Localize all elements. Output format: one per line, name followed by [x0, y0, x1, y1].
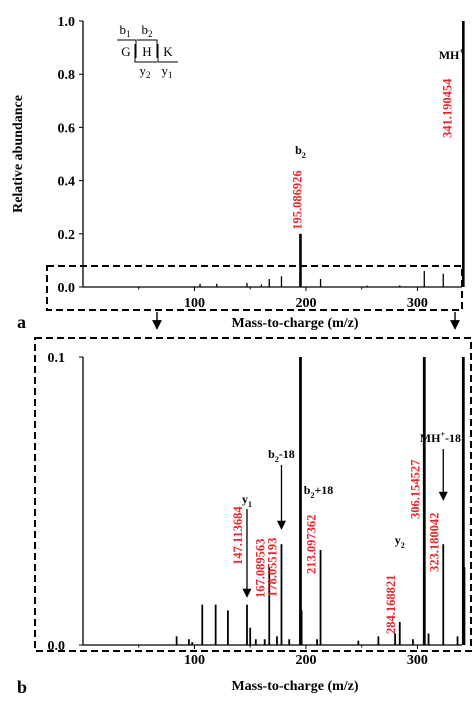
- y-tick-label-b: 0.1: [48, 351, 66, 366]
- seq-y-label: y1: [162, 63, 173, 80]
- ion-label-a: b2: [295, 143, 306, 160]
- y2-bracket: [134, 44, 157, 63]
- y-tick-label-a: 0.2: [58, 228, 76, 243]
- xlabel-b: Mass-to-charge (m/z): [231, 679, 358, 694]
- ion-label-b-sub: 2: [401, 541, 405, 550]
- y-tick-label-a: 0.8: [58, 68, 76, 83]
- b2-bracket: [137, 39, 158, 58]
- mz-label-b: 306.154527: [408, 460, 422, 519]
- panel-label-b: b: [17, 677, 27, 697]
- mz-label-b: 323.180042: [427, 513, 441, 572]
- mz-label-b: 213.097362: [305, 515, 319, 574]
- x-tick-label-a: 200: [295, 296, 316, 311]
- x-tick-label-a: 100: [184, 296, 205, 311]
- y-tick-label-b: 0.0: [48, 639, 66, 654]
- residue-G: G: [121, 44, 130, 59]
- ion-label-a-base: b: [295, 143, 302, 157]
- seq-b-label: b2: [142, 22, 153, 39]
- seq-y-base: y: [162, 63, 169, 78]
- ion-label-b-base: y: [395, 533, 401, 547]
- ion-label-b: y1: [242, 492, 252, 509]
- seq-b-label: b1: [120, 22, 131, 39]
- ion-label-b-base: b: [268, 447, 275, 461]
- panel-b: 0.0 0.1 100 200 300 Mass-to-charge (m/z) b 147.…: [17, 351, 466, 697]
- ion-label-a-sub: 2: [302, 151, 306, 160]
- y1-bracket: [157, 44, 178, 63]
- mz-label-b: 167.089563: [253, 539, 267, 598]
- xlabel-a: Mass-to-charge (m/z): [231, 316, 358, 331]
- x-tick-label-a: 300: [407, 296, 428, 311]
- ion-label-b: b2-18: [268, 447, 295, 464]
- ion-label-b-sub: 2: [310, 491, 314, 500]
- seq-b-base: b: [120, 22, 127, 37]
- ion-label-b-base: b: [304, 483, 311, 497]
- ion-label-b-base: MH: [420, 431, 441, 445]
- mz-label-a: 195.086926: [290, 170, 304, 229]
- residue-K: K: [163, 44, 173, 59]
- zoom-panel-box: [34, 337, 472, 652]
- seq-b-sub: 1: [126, 29, 131, 39]
- ion-label-b-suffix: +18: [314, 483, 333, 497]
- x-tick-label-b: 200: [295, 653, 316, 668]
- ion-label-b: MH+-18: [420, 430, 461, 445]
- x-tick-label-b: 100: [184, 653, 205, 668]
- y-tick-label-a: 0.6: [58, 121, 76, 136]
- panel-a: 0.0 0.2 0.4 0.6 0.8 1.0 100 200 300 Relative abun…: [11, 15, 465, 332]
- ion-label-b: b2+18: [304, 483, 334, 500]
- panel-label-a: a: [17, 312, 26, 332]
- seq-y-base: y: [140, 63, 147, 78]
- ion-label-b-base: y: [242, 492, 248, 506]
- y-tick-label-a: 1.0: [58, 15, 76, 30]
- x-tick-label-b: 300: [407, 653, 428, 668]
- ion-label-b-sub: 1: [248, 500, 252, 509]
- seq-y-sub: 2: [146, 70, 151, 80]
- ion-label-b-suffix: -18: [279, 447, 295, 461]
- mz-label-a: 341.190454: [440, 78, 454, 138]
- mz-label-b: 147.113684: [231, 506, 245, 565]
- ion-label-b-sub: 2: [275, 455, 279, 464]
- mz-label-b: 284.168821: [384, 575, 398, 634]
- y-tick-label-a: 0.0: [58, 281, 76, 296]
- ion-label-b: y2: [395, 533, 405, 550]
- zoom-connectors: [34, 265, 472, 652]
- ion-label-a-base: MH: [439, 48, 460, 62]
- ion-label-b-sup: +: [440, 430, 445, 439]
- ion-label-b-suffix: -18: [445, 431, 461, 445]
- seq-y-sub: 1: [168, 70, 173, 80]
- ion-label-a-sup: +: [459, 47, 464, 56]
- y-tick-label-a: 0.4: [58, 175, 76, 190]
- seq-y-label: y2: [140, 63, 151, 80]
- residue-H: H: [142, 44, 151, 59]
- ylabel-a: Relative abundance: [11, 95, 26, 213]
- seq-b-sub: 2: [148, 29, 153, 39]
- b1-bracket: [117, 39, 137, 58]
- mz-label-b: 178.055193: [265, 538, 279, 597]
- ion-label-a: MH+: [439, 47, 465, 62]
- zoom-region-box: [46, 265, 463, 311]
- seq-b-base: b: [142, 22, 149, 37]
